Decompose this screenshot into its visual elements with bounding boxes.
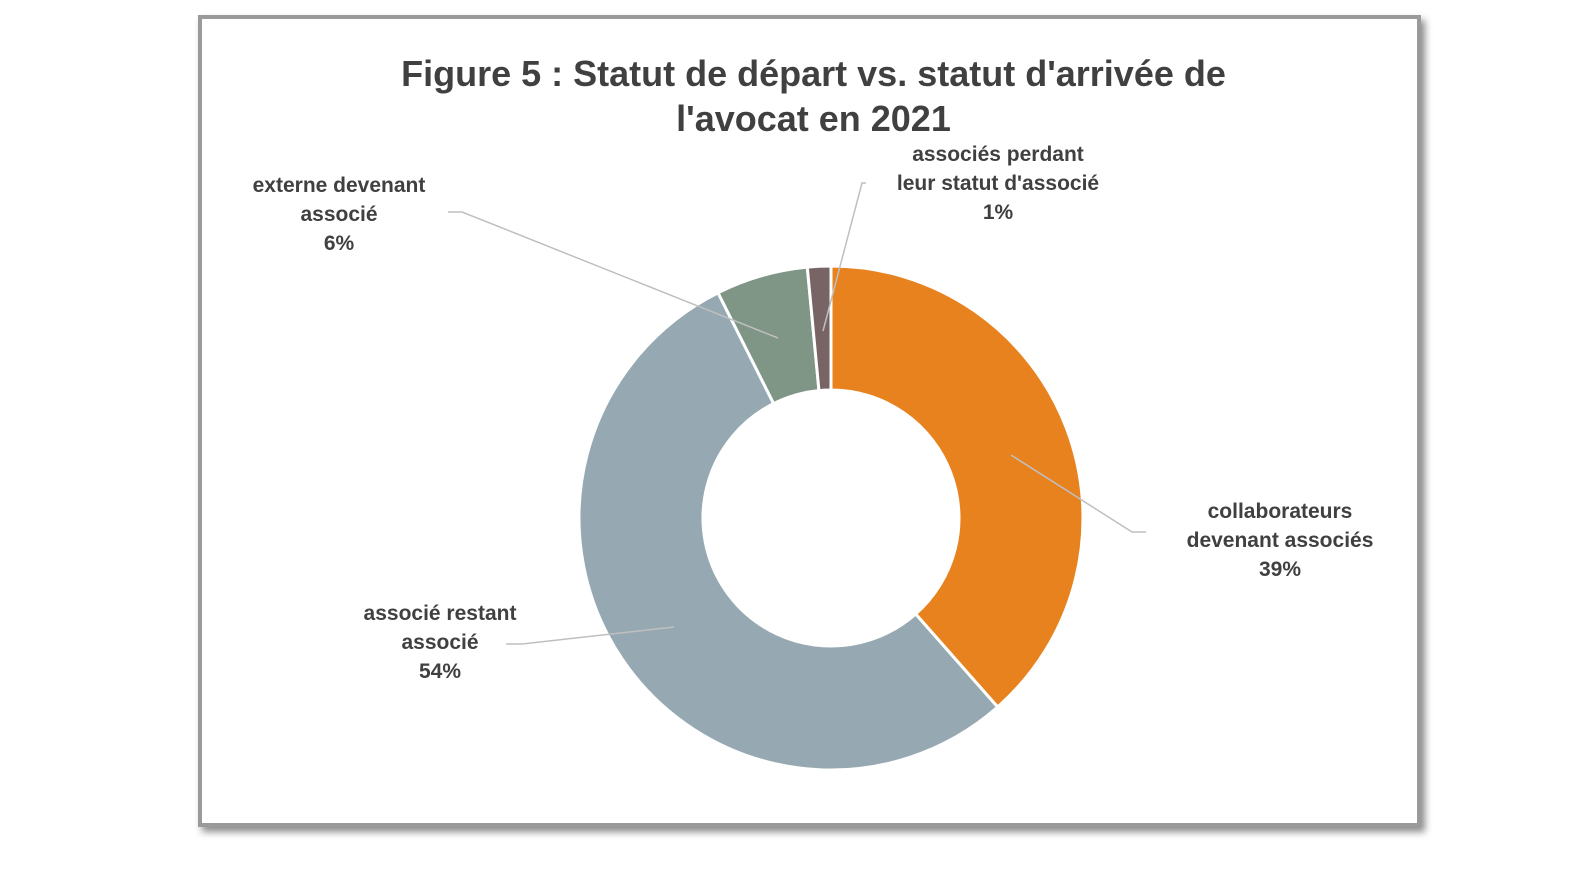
slice-percent-label: 54% <box>418 660 462 683</box>
slice-percent-label: 39% <box>1258 558 1302 581</box>
slice-label-text-line: externe devenant <box>252 174 426 197</box>
chart-title-line-1: Figure 5 : Statut de départ vs. statut d… <box>401 53 1226 94</box>
donut-slice-associe-restant <box>577 290 1000 772</box>
chart-frame: Figure 5 : Statut de départ vs. statut d… <box>198 15 1421 827</box>
slice-label-externe: externe devenant associé 6% <box>253 171 426 258</box>
slice-label-collaborateurs: collaborateurs devenant associés 39% <box>1187 497 1374 584</box>
slice-label-text-line: associé restant <box>363 602 517 625</box>
leader-line-associe-restant <box>506 626 675 645</box>
slice-label-associe-restant: associé restant associé 54% <box>364 599 517 686</box>
leader-line-collaborateurs <box>1010 454 1146 533</box>
slice-label-text-line: associé <box>300 203 378 226</box>
leader-line-associes-perdant <box>822 182 866 332</box>
slice-label-associes-perdant: associés perdant leur statut d'associé 1… <box>897 140 1099 227</box>
slice-label-text-line: collaborateurs <box>1207 500 1353 523</box>
donut-slice-collaborateurs <box>829 264 1085 710</box>
slice-label-text-line: leur statut d'associé <box>896 172 1100 195</box>
slice-label-text-line: associé <box>401 631 479 654</box>
chart-title-line-2: l'avocat en 2021 <box>676 98 951 139</box>
leader-line-externe <box>448 211 779 339</box>
slice-label-text-line: devenant associés <box>1186 529 1374 552</box>
chart-title: Figure 5 : Statut de départ vs. statut d… <box>202 51 1425 141</box>
donut-slice-associes-perdant <box>805 264 833 393</box>
donut-chart <box>448 182 1146 772</box>
slice-percent-label: 1% <box>982 201 1014 224</box>
slice-label-text-line: associés perdant <box>912 143 1084 166</box>
slice-percent-label: 6% <box>323 232 355 255</box>
